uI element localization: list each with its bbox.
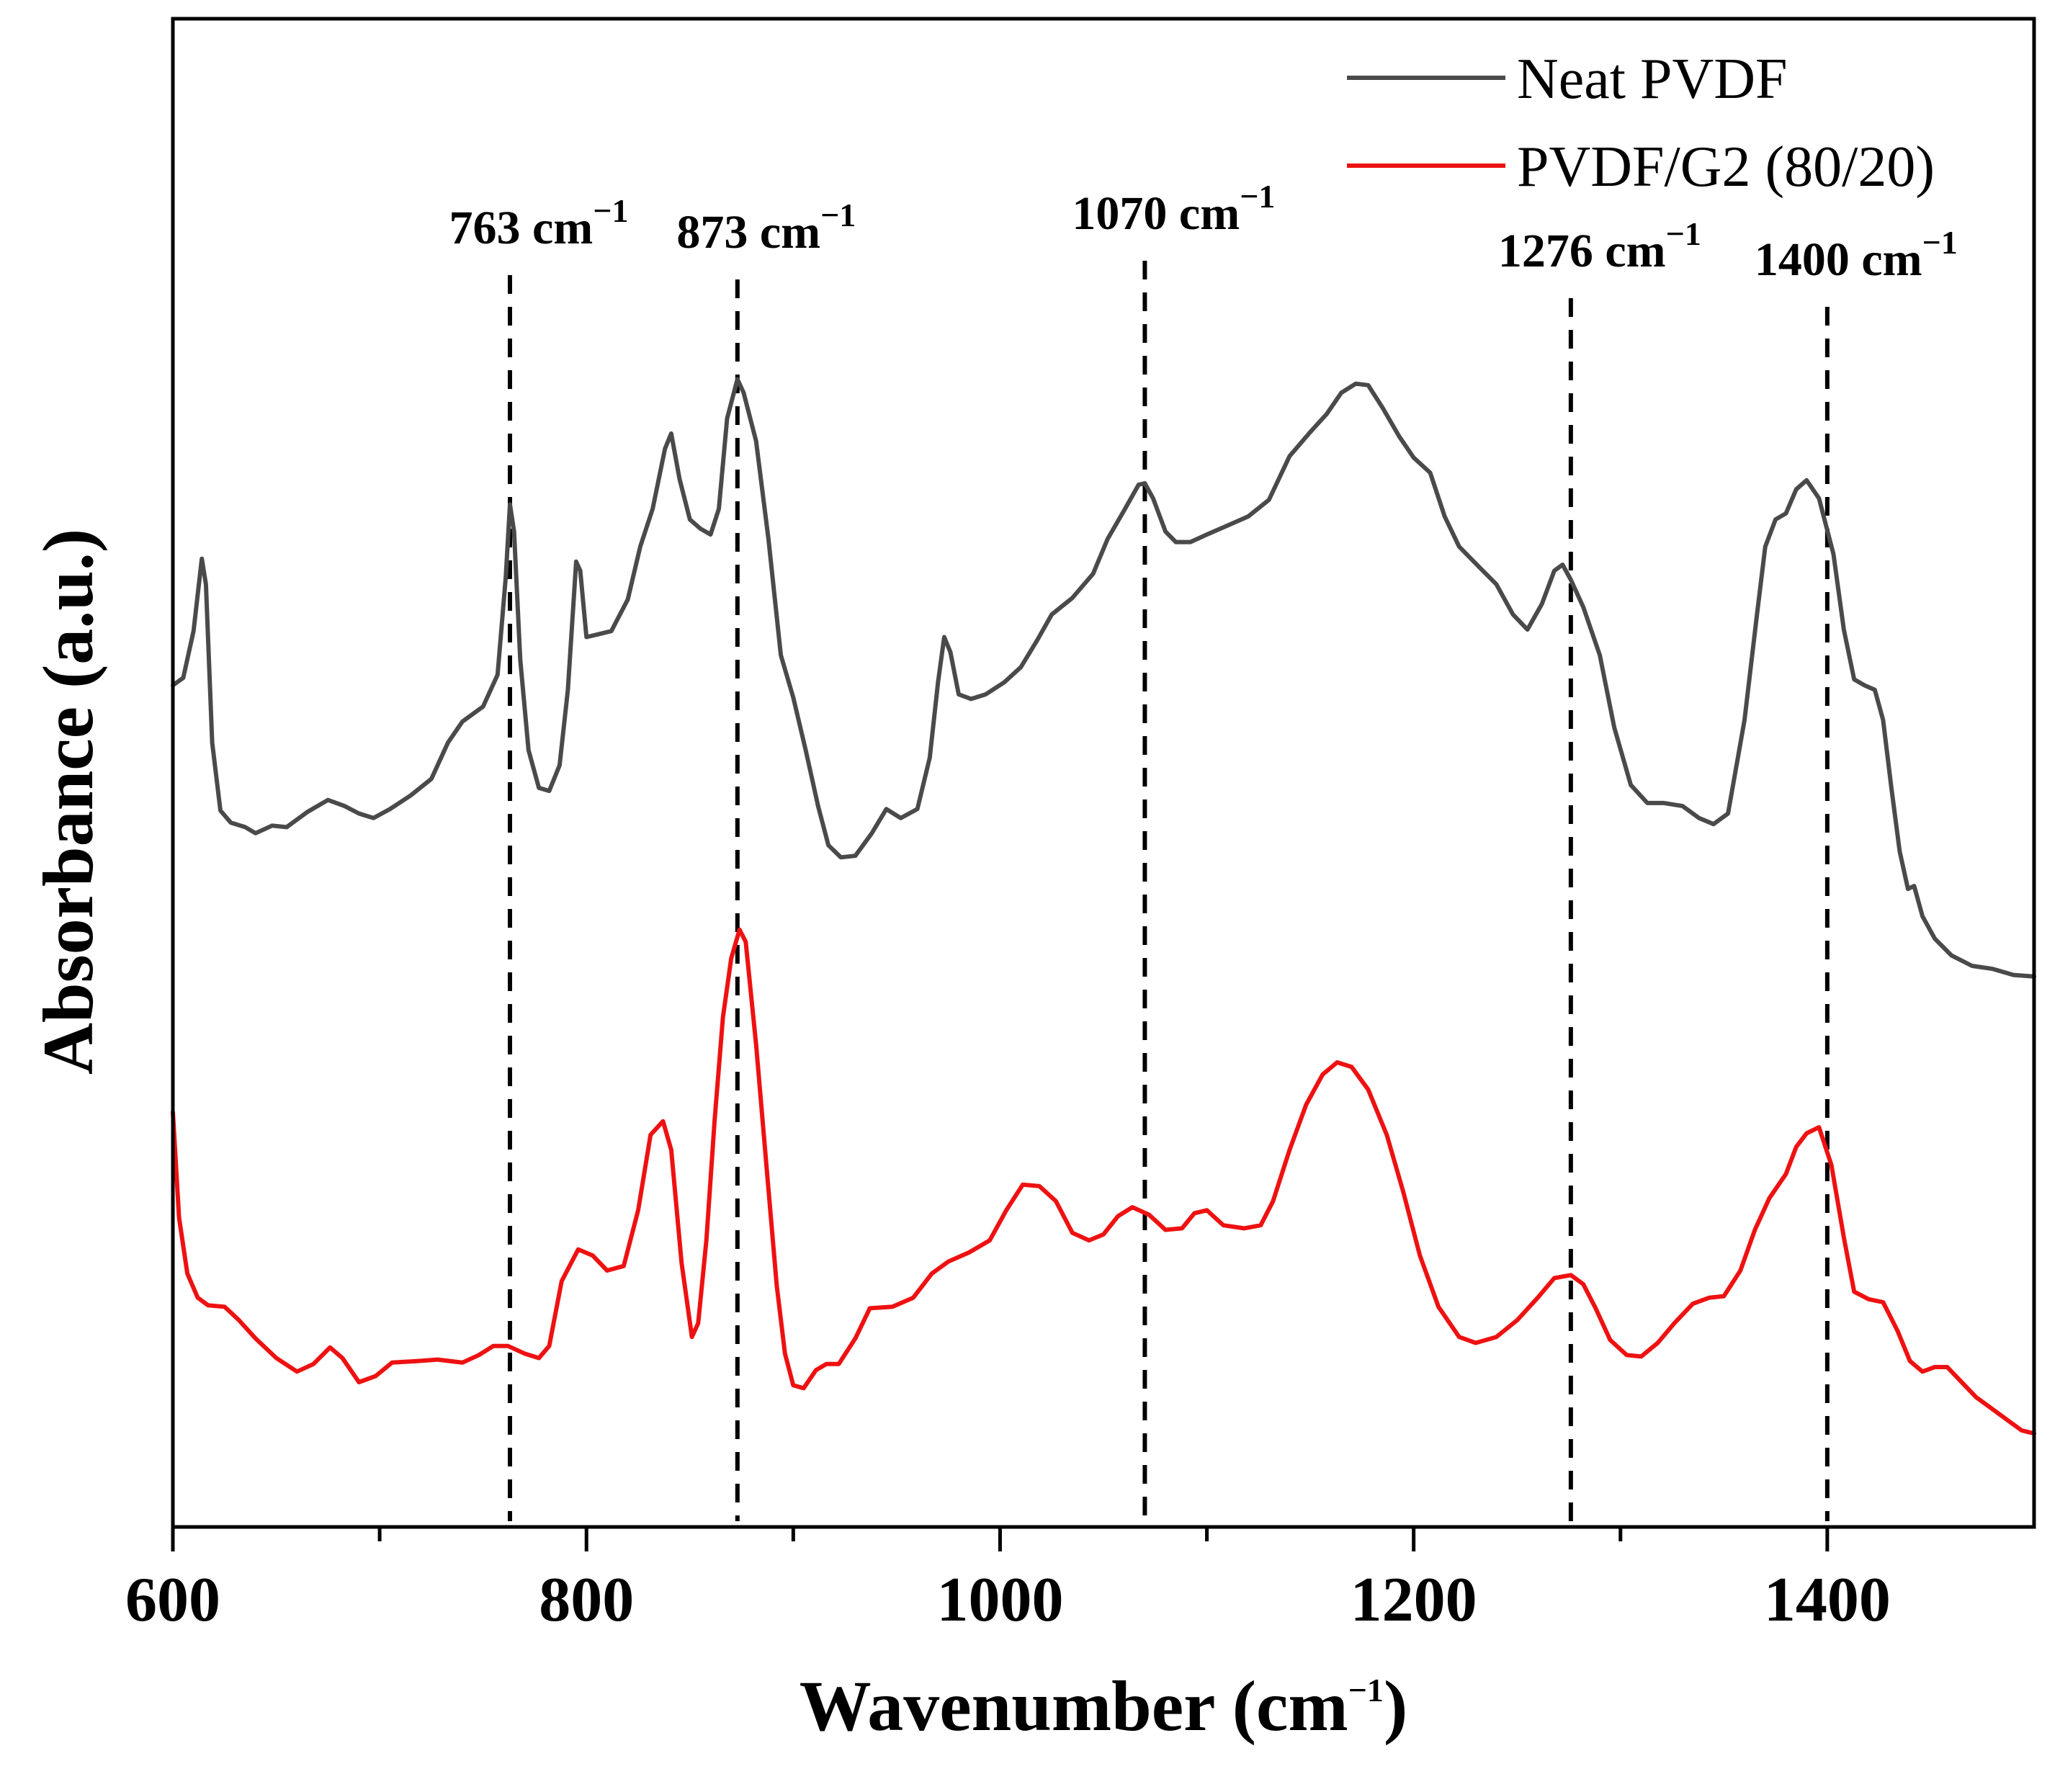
annotation-label-763: 763 cm−1 bbox=[449, 192, 628, 254]
annotation-label-1070: 1070 cm−1 bbox=[1072, 178, 1275, 240]
annotation-label-text: 1400 cm bbox=[1755, 233, 1922, 286]
x-tick-label-1200: 1200 bbox=[1351, 1565, 1477, 1635]
annotation-label-sup: −1 bbox=[1666, 215, 1701, 252]
legend: Neat PVDF PVDF/G2 (80/20) bbox=[1347, 48, 1935, 199]
annotation-label-text: 1070 cm bbox=[1072, 187, 1240, 240]
annotation-label-text: 763 cm bbox=[449, 202, 593, 254]
annotation-label-text: 1276 cm bbox=[1498, 225, 1666, 277]
x-axis-title-main: Wavenumber (cm bbox=[800, 1666, 1348, 1746]
annotation-label-sup: −1 bbox=[1240, 178, 1275, 215]
annotation-label-1400: 1400 cm−1 bbox=[1755, 224, 1958, 286]
annotation-label-1276: 1276 cm−1 bbox=[1498, 215, 1701, 277]
x-axis-title-close: ) bbox=[1384, 1666, 1407, 1746]
series-line-1 bbox=[171, 377, 2036, 979]
x-tick-label-1000: 1000 bbox=[936, 1565, 1063, 1635]
x-axis: 600 800 1000 1200 1400 bbox=[125, 1527, 1891, 1635]
x-tick-label-1400: 1400 bbox=[1764, 1565, 1891, 1635]
annotation-label-sup: −1 bbox=[820, 197, 856, 233]
series-group bbox=[171, 377, 2036, 1436]
x-tick-label-800: 800 bbox=[539, 1565, 634, 1635]
x-tick-label-600: 600 bbox=[125, 1565, 220, 1635]
annotation-label-sup: −1 bbox=[1922, 224, 1958, 261]
annotation-label-text: 873 cm bbox=[676, 206, 820, 259]
y-axis-title: Absorbance (a.u.) bbox=[28, 529, 108, 1075]
x-axis-title-sup: −1 bbox=[1348, 1672, 1384, 1708]
series-line-2 bbox=[171, 927, 2036, 1436]
plot-frame bbox=[171, 17, 2036, 1529]
legend-label-1: Neat PVDF bbox=[1517, 48, 1788, 111]
x-axis-title: Wavenumber (cm−1) bbox=[800, 1666, 1408, 1746]
annotation-label-sup: −1 bbox=[593, 192, 628, 229]
annotation-label-873: 873 cm−1 bbox=[676, 197, 856, 259]
legend-label-2: PVDF/G2 (80/20) bbox=[1517, 135, 1935, 199]
